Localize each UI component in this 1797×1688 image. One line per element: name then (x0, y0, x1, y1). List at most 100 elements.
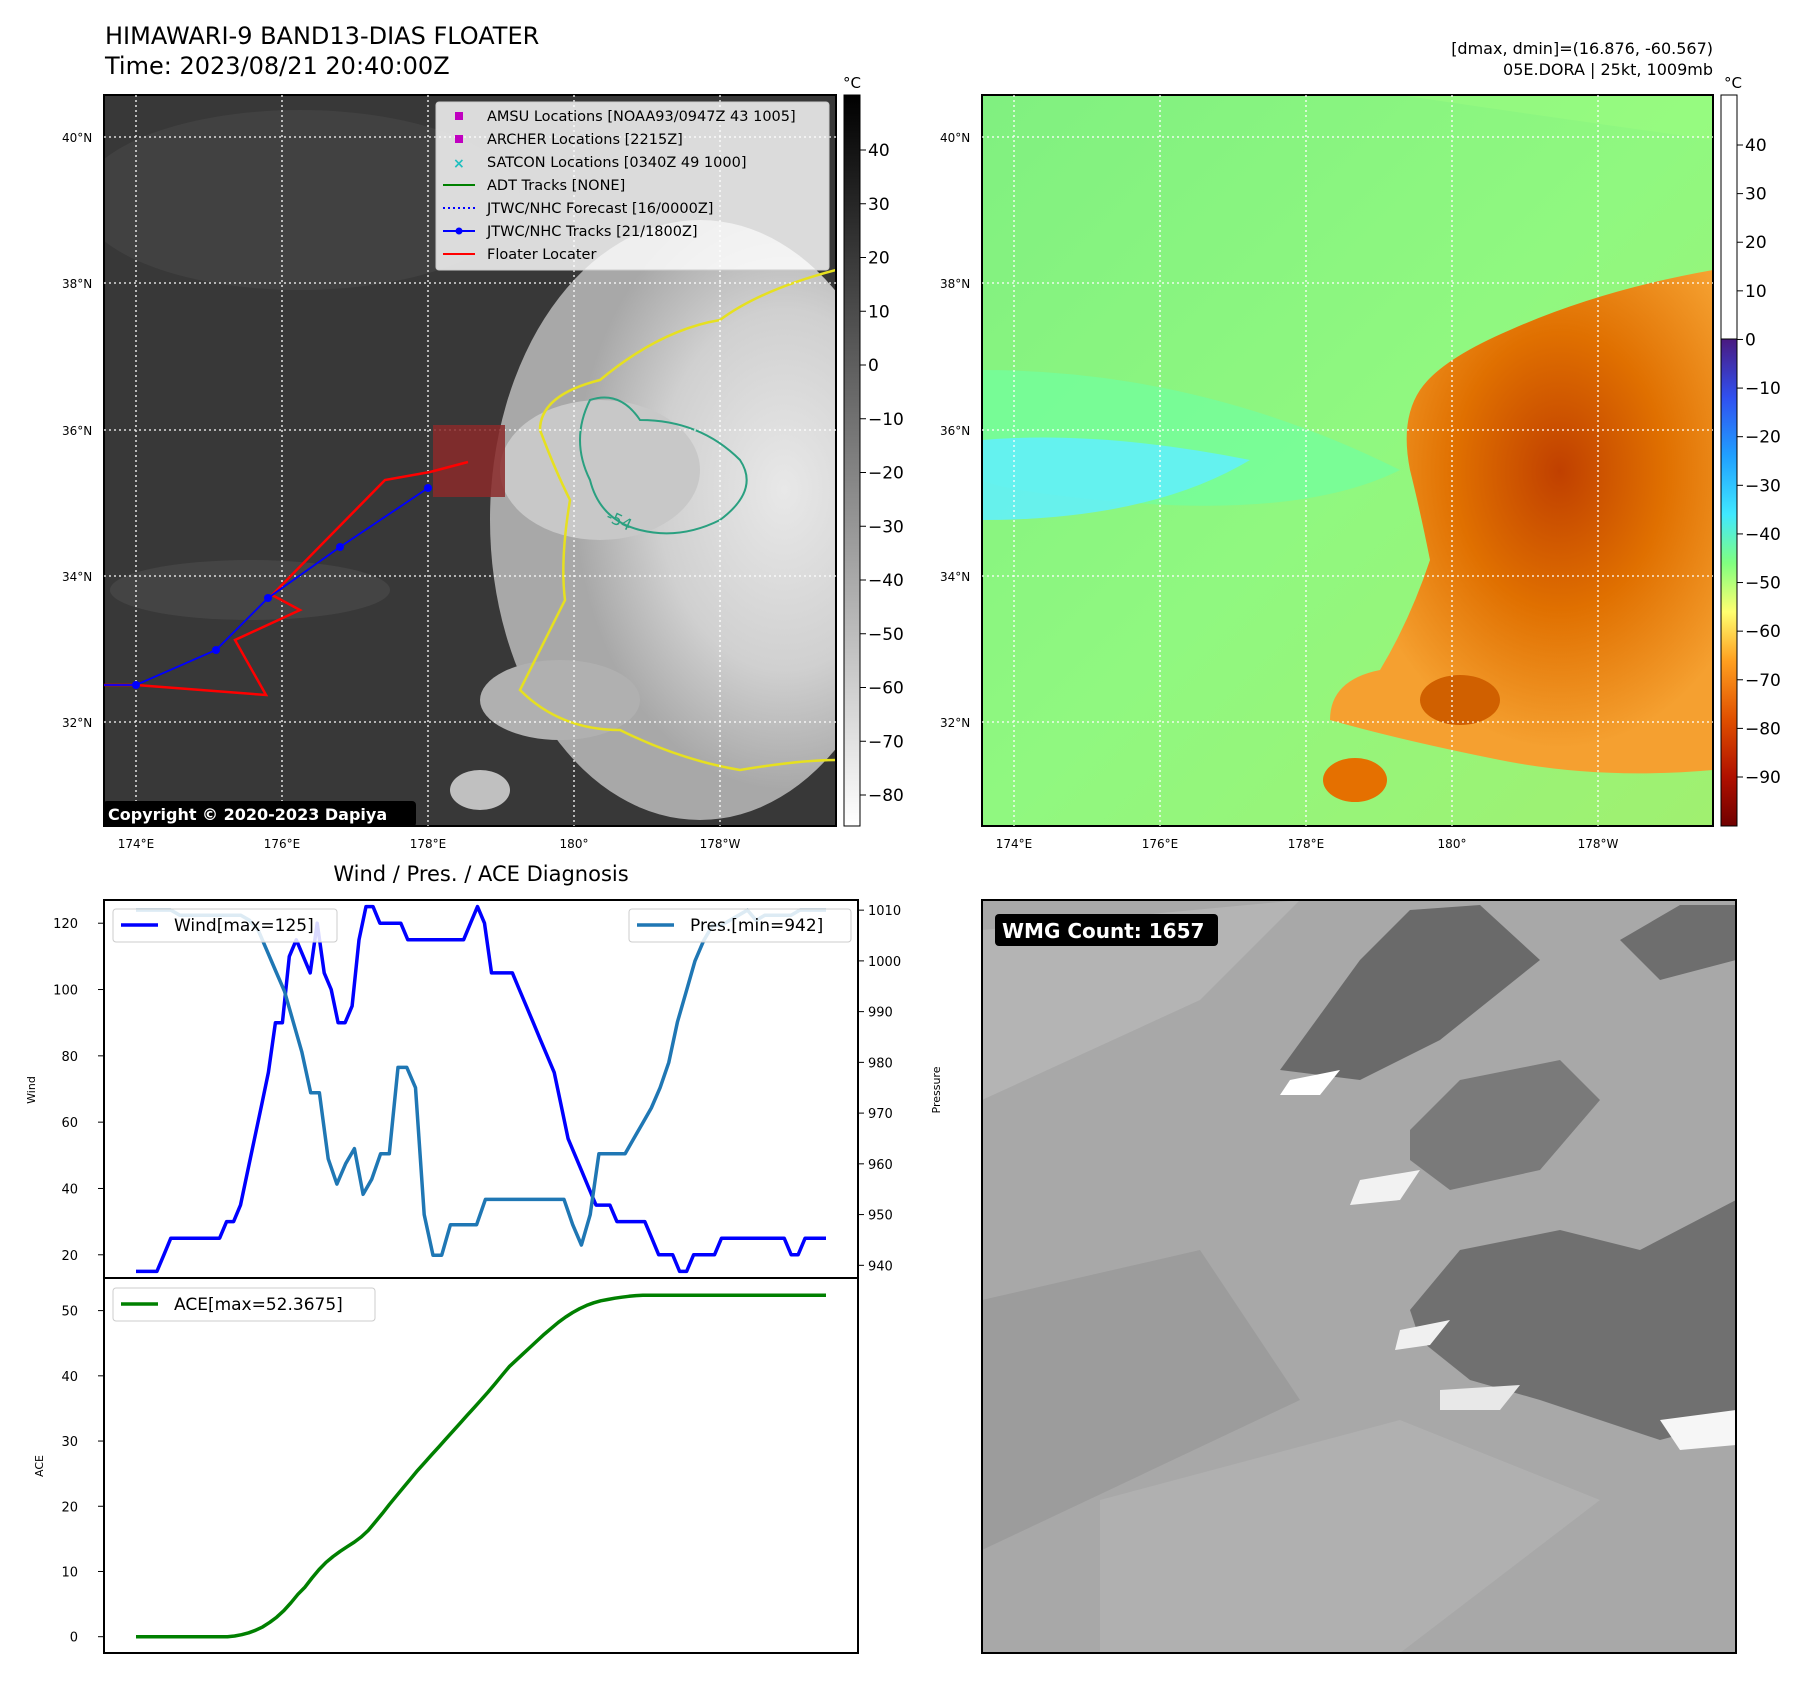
color-lat-label-32: 32°N (940, 716, 970, 730)
map-legend: AMSU Locations [NOAA93/0947Z 43 1005] AR… (435, 101, 830, 271)
color-colorbar: °C 40 30 20 10 0 −10 −20 −30 −40 −50 −60 −70 −80 −90 (1720, 74, 1781, 827)
wind-series-line (136, 904, 826, 1274)
pressure-ytick-label: 990 (868, 1006, 893, 1021)
color-colorbar-tick-label: −90 (1745, 768, 1781, 788)
gray-colorbar-tick-label: −10 (868, 410, 904, 430)
floater-box (433, 425, 505, 497)
wmg-count-text: WMG Count: 1657 (1002, 919, 1204, 943)
wind-axis-label: Wind (25, 1076, 38, 1104)
pressure-ytick-label: 1010 (868, 904, 901, 919)
ace-legend-label: ACE[max=52.3675] (174, 1295, 343, 1315)
pressure-ytick-label: 1000 (868, 955, 901, 970)
gray-colorbar-tick-label: −30 (868, 517, 904, 537)
color-lat-label-36: 36°N (940, 424, 970, 438)
amsu-marker-icon (455, 112, 463, 120)
gray-colorbar-tick-label: 10 (868, 302, 890, 322)
wind-ytick-label: 100 (53, 984, 78, 999)
color-grid-lines (982, 95, 1713, 826)
pressure-ytick-label: 950 (868, 1209, 893, 1224)
lat-label-36: 36°N (62, 424, 92, 438)
color-lat-label-40: 40°N (940, 131, 970, 145)
figure-title: HIMAWARI-9 BAND13-DIAS FLOATER (105, 22, 539, 50)
gray-colorbar-tick-label: −80 (868, 786, 904, 806)
archer-marker-icon (455, 135, 463, 143)
color-colorbar-tick-label: 40 (1745, 136, 1767, 156)
wind-ytick-label: 60 (61, 1116, 78, 1131)
wmg-dark-band-4 (1620, 905, 1736, 980)
jtwc-track (104, 487, 429, 686)
lon-label-178w: 178°W (700, 837, 741, 851)
color-lon-label-176e: 176°E (1142, 837, 1179, 851)
ace-ytick-label: 50 (61, 1305, 78, 1320)
pressure-legend-label: Pres.[min=942] (690, 916, 823, 936)
pressure-legend-box (628, 908, 852, 943)
pressure-ytick-label: 960 (868, 1158, 893, 1173)
color-colorbar-tick-label: −70 (1745, 671, 1781, 691)
ace-axis-label: ACE (33, 1455, 46, 1477)
figure-time: Time: 2023/08/21 20:40:00Z (104, 52, 450, 80)
copyright-badge (103, 801, 416, 827)
legend-tracks: JTWC/NHC Tracks [21/1800Z] (486, 224, 698, 240)
lon-label-176e: 176°E (264, 837, 301, 851)
pressure-ytick-label: 940 (868, 1259, 893, 1274)
gray-colorbar-tick-label: 30 (868, 195, 890, 215)
wind-legend-label: Wind[max=125] (174, 916, 314, 936)
grayscale-ir-map: -54 Copyright © 2020-2023 Dapiya AMSU Lo… (62, 94, 837, 851)
gray-colorbar-tick-label: −20 (868, 464, 904, 484)
color-colorbar-tick-label: −30 (1745, 476, 1781, 496)
gray-colorbar-tick-label: −40 (868, 571, 904, 591)
color-lat-label-34: 34°N (940, 570, 970, 584)
gray-colorbar-tick-label: −70 (868, 732, 904, 752)
satcon-marker-icon: × (453, 156, 465, 172)
storm-info-text: 05E.DORA | 25kt, 1009mb (1503, 60, 1713, 79)
color-lat-label-38: 38°N (940, 277, 970, 291)
color-colorbar-tick-label: −50 (1745, 574, 1781, 594)
lat-label-34: 34°N (62, 570, 92, 584)
pressure-axis-label: Pressure (930, 1066, 943, 1113)
color-colorbar-tick-label: 10 (1745, 282, 1767, 302)
lat-label-40: 40°N (62, 131, 92, 145)
cloud-edge-contour (518, 268, 836, 772)
wmg-panel: WMG Count: 1657 (981, 899, 1737, 1654)
lat-label-32: 32°N (62, 716, 92, 730)
color-ir-map: 40°N 38°N 36°N 34°N 32°N 174°E 176°E 178… (940, 94, 1714, 851)
gray-colorbar: °C 40 30 20 10 0 −10 −20 −30 −40 −50 −60 −70 −80 (843, 74, 904, 827)
color-lon-label-180: 180° (1438, 837, 1467, 851)
ace-ytick-label: 40 (61, 1370, 78, 1385)
ace-ytick-label: 30 (61, 1435, 78, 1450)
color-colorbar-tick-label: −10 (1745, 379, 1781, 399)
color-colorbar-tick-label: −80 (1745, 719, 1781, 739)
color-lon-label-174e: 174°E (996, 837, 1033, 851)
color-colorbar-unit: °C (1724, 74, 1742, 92)
gray-colorbar-unit: °C (843, 74, 861, 92)
orange-cloud-mass (1330, 270, 1713, 774)
wind-pressure-chart: 20 40 60 80 100 120 940 950 960 970 980 990 1000 1010… (25, 899, 943, 1279)
wind-ytick-label: 40 (61, 1182, 78, 1197)
legend-floater: Floater Locater (487, 247, 596, 263)
jtwc-track-points (132, 484, 432, 689)
color-colorbar-tick-label: −60 (1745, 622, 1781, 642)
wmg-count-badge (995, 914, 1218, 946)
ace-legend-box (112, 1287, 376, 1322)
wind-ytick-label: 120 (53, 917, 78, 932)
tracks-dot-icon (455, 227, 463, 235)
color-lon-label-178e: 178°E (1288, 837, 1325, 851)
map-frame (103, 94, 837, 827)
ace-ytick-label: 20 (61, 1500, 78, 1515)
ace-ytick-label: 0 (70, 1631, 78, 1646)
legend-satcon: SATCON Locations [0340Z 49 1000] (487, 155, 746, 171)
color-colorbar-tick-label: 0 (1745, 330, 1756, 350)
ace-series-line (136, 1293, 826, 1639)
color-colorbar-tick-label: −40 (1745, 525, 1781, 545)
legend-amsu: AMSU Locations [NOAA93/0947Z 43 1005] (487, 109, 796, 125)
wmg-dark-band-2 (1410, 1060, 1600, 1190)
lat-label-38: 38°N (62, 277, 92, 291)
gray-colorbar-tick-label: 40 (868, 141, 890, 161)
wind-ytick-label: 80 (61, 1050, 78, 1065)
pressure-ytick-label: 970 (868, 1107, 893, 1122)
gray-colorbar-tick-label: −60 (868, 679, 904, 699)
color-colorbar-ticks: 40 30 20 10 0 −10 −20 −30 −40 −50 −60 −70 −80 −90 (1737, 136, 1781, 788)
color-colorbar-tick-label: 20 (1745, 233, 1767, 253)
color-lon-label-178w: 178°W (1578, 837, 1619, 851)
